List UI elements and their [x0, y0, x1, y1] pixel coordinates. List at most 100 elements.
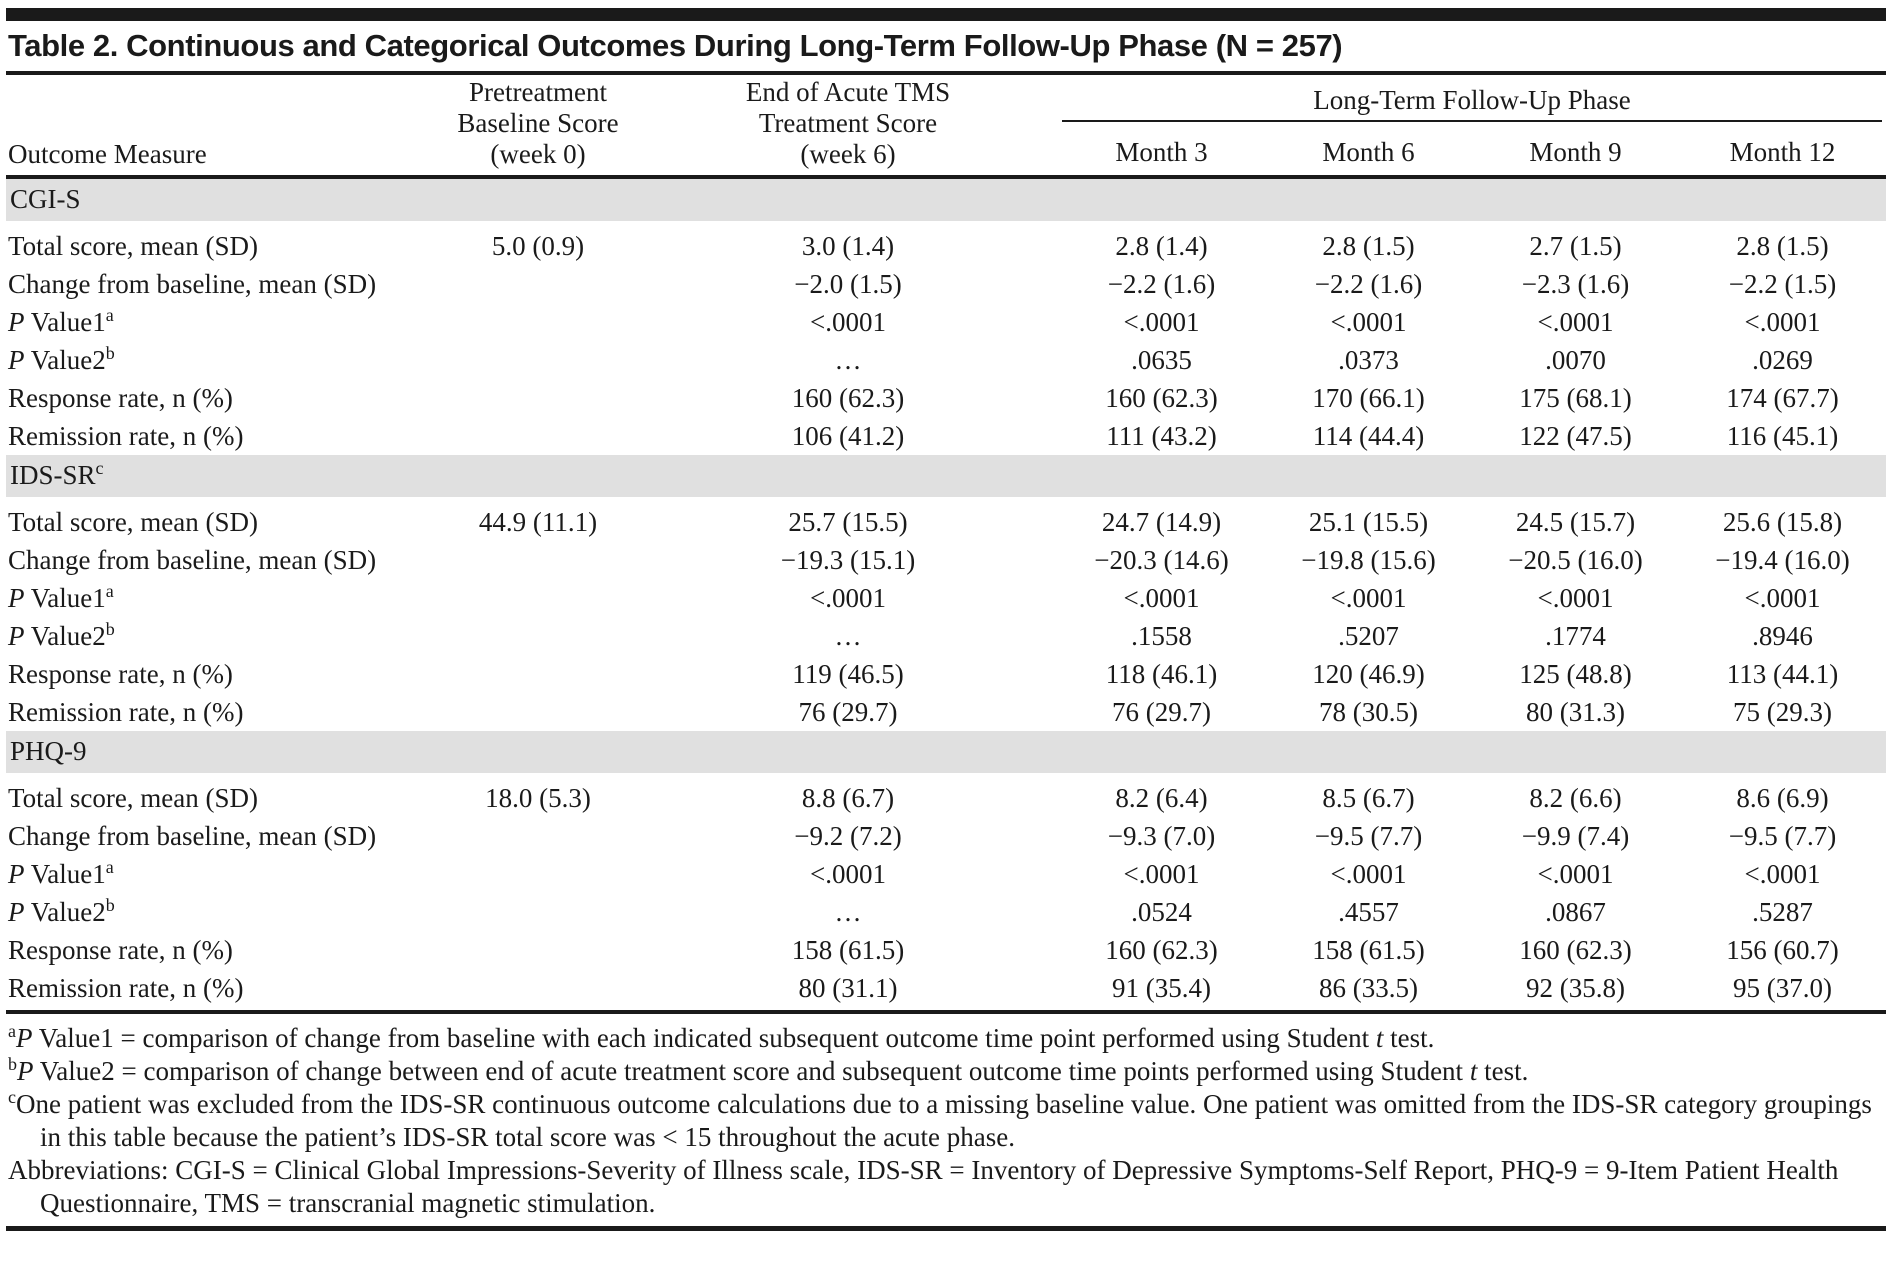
row-label-text: Change from baseline, mean (SD)	[8, 545, 377, 575]
row-label-italic: P	[8, 897, 25, 927]
cell-value: .5287	[1752, 897, 1813, 927]
table-row: P Value1a <.0001 <.0001 <.0001 <.0001 <.0001	[6, 303, 1886, 341]
row-footnote-marker: b	[105, 619, 115, 639]
cell-value: <.0001	[1123, 859, 1200, 889]
row-label-italic: P	[8, 583, 25, 613]
cell-value: −19.3 (15.1)	[780, 545, 916, 575]
footnote-text: test.	[1383, 1023, 1435, 1053]
row-footnote-marker: a	[105, 305, 114, 325]
outcomes-table: Outcome Measure Pretreatment Baseline Sco…	[6, 77, 1887, 1014]
cell-value: .8946	[1752, 621, 1813, 651]
cell-value: <.0001	[1744, 307, 1821, 337]
table-row: Total score, mean (SD) 18.0 (5.3) 8.8 (6.7…	[6, 773, 1886, 817]
cell-value: 5.0 (0.9)	[491, 231, 585, 261]
row-label: P Value1a	[6, 303, 438, 341]
cell-value: 24.7 (14.9)	[1101, 507, 1222, 537]
cell-value: 114 (44.4)	[1312, 421, 1425, 451]
row-label: P Value2b	[6, 341, 438, 379]
cell-value: <.0001	[1123, 583, 1200, 613]
row-label: Remission rate, n (%)	[6, 693, 438, 731]
month-column-header: Month 3	[1058, 121, 1265, 180]
cell-value: …	[834, 621, 862, 651]
row-label-text: Change from baseline, mean (SD)	[8, 269, 377, 299]
cell-value: 158 (61.5)	[791, 935, 905, 965]
cell-value: 3.0 (1.4)	[801, 231, 895, 261]
section-band-row: CGI-S	[6, 177, 1887, 221]
cell-value: −20.3 (14.6)	[1094, 545, 1229, 575]
cell-value	[438, 379, 638, 417]
table-row: Change from baseline, mean (SD) −9.2 (7.2…	[6, 817, 1886, 855]
cell-value: 92 (35.8)	[1472, 969, 1679, 1014]
cell-value: 76 (29.7)	[798, 697, 898, 727]
cell-value: 75 (29.3)	[1733, 697, 1832, 727]
cell-value: 95 (37.0)	[1679, 969, 1887, 1014]
cell-value: .0373	[1338, 345, 1399, 375]
row-label: P Value2b	[6, 893, 438, 931]
cell-value: 2.7 (1.5)	[1529, 231, 1622, 261]
cell-value	[438, 817, 638, 855]
cell-value	[438, 655, 638, 693]
section-name: CGI-S	[10, 184, 81, 214]
baseline-header-line: Baseline Score	[457, 108, 619, 138]
row-footnote-marker: b	[105, 895, 115, 915]
footnote-marker: b	[8, 1054, 17, 1074]
cell-value: 8.8 (6.7)	[801, 783, 895, 813]
row-label-text: Value1	[24, 307, 106, 337]
cell-value: <.0001	[1537, 583, 1614, 613]
cell-value: <.0001	[1744, 583, 1821, 613]
cell-value: 8.5 (6.7)	[1322, 783, 1415, 813]
row-label: Change from baseline, mean (SD)	[6, 541, 438, 579]
footnote-marker: a	[8, 1021, 16, 1041]
row-label-text: Total score, mean (SD)	[8, 507, 259, 537]
cell-value: 18.0 (5.3)	[485, 783, 591, 813]
table-row: Remission rate, n (%) 76 (29.7) 76 (29.7) 7…	[6, 693, 1886, 731]
column-header-acute-tms: End of Acute TMS Treatment Score (week 6)	[638, 77, 1058, 179]
spanner-cell: Long-Term Follow-Up Phase	[1058, 77, 1886, 122]
cell-value: <.0001	[810, 859, 886, 889]
table-row: P Value1a <.0001 <.0001 <.0001 <.0001 <.0001	[6, 855, 1886, 893]
row-label: Response rate, n (%)	[6, 655, 438, 693]
footnotes: aP Value1 = comparison of change from ba…	[8, 1022, 1886, 1220]
row-label-text: Value1	[24, 859, 106, 889]
cell-value: 8.2 (6.6)	[1529, 783, 1622, 813]
footnote-text: t	[1375, 1023, 1384, 1053]
cell-value: 116 (45.1)	[1726, 421, 1839, 451]
cell-value: .0269	[1752, 345, 1813, 375]
cell-value: −2.3 (1.6)	[1521, 269, 1630, 299]
cell-value: <.0001	[1330, 307, 1407, 337]
section-header: IDS-SRc	[6, 455, 1887, 497]
footnote-text: Value2 = comparison of change between en…	[33, 1056, 1470, 1086]
row-label: Total score, mean (SD)	[6, 497, 438, 541]
acute-header-line: Treatment Score	[758, 108, 938, 138]
cell-value: <.0001	[1330, 583, 1407, 613]
row-label: Remission rate, n (%)	[6, 969, 438, 1014]
table-header: Outcome Measure Pretreatment Baseline Sco…	[6, 77, 1887, 180]
cell-value: 80 (31.3)	[1526, 697, 1625, 727]
row-label-text: Value2	[24, 345, 106, 375]
cell-value: 106 (41.2)	[791, 421, 905, 451]
row-footnote-marker: a	[105, 581, 114, 601]
cell-value: .0070	[1545, 345, 1606, 375]
row-label-italic: P	[8, 621, 25, 651]
section-name: IDS-SR	[10, 460, 96, 490]
cell-value: <.0001	[1537, 859, 1614, 889]
cell-value: <.0001	[1330, 859, 1407, 889]
cell-value: .0524	[1131, 897, 1192, 927]
cell-value: .0635	[1131, 345, 1192, 375]
month-column-header: Month 9	[1472, 121, 1679, 180]
cell-value: 111 (43.2)	[1106, 421, 1217, 451]
cell-value: −2.2 (1.6)	[1314, 269, 1423, 299]
spanner-long-term-follow-up: Long-Term Follow-Up Phase	[1062, 85, 1883, 122]
row-label-text: Remission rate, n (%)	[8, 421, 244, 451]
row-label-text: Total score, mean (SD)	[8, 231, 259, 261]
row-label: Response rate, n (%)	[6, 379, 438, 417]
baseline-header-line: Pretreatment	[469, 77, 607, 107]
table-body: CGI-S Total score, mean (SD) 5.0 (0.9) 3.0 …	[6, 177, 1887, 1014]
cell-value: −2.2 (1.6)	[1107, 269, 1216, 299]
cell-value	[438, 693, 638, 731]
footnote-text: P	[17, 1056, 34, 1086]
cell-value: 91 (35.4)	[1058, 969, 1265, 1014]
table-row: Total score, mean (SD) 44.9 (11.1) 25.7 (1…	[6, 497, 1886, 541]
cell-value: −9.3 (7.0)	[1107, 821, 1216, 851]
row-label: Change from baseline, mean (SD)	[6, 817, 438, 855]
